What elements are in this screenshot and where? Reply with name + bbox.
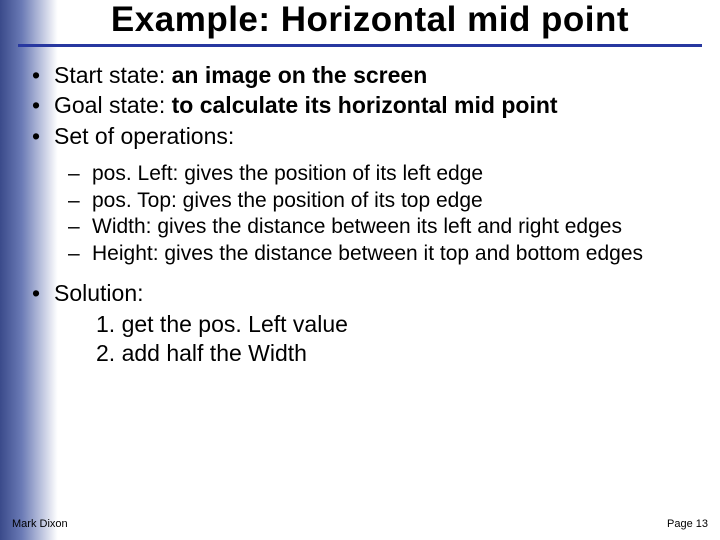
solution-step-2: 2. add half the Width [96, 339, 702, 368]
title-container: Example: Horizontal mid point [18, 0, 702, 47]
operation-height: Height: gives the distance between it to… [68, 241, 702, 267]
bullet-list: Start state: an image on the screen Goal… [28, 61, 702, 151]
slide-content: Start state: an image on the screen Goal… [0, 61, 720, 368]
operation-width: Width: gives the distance between its le… [68, 214, 702, 240]
footer-page: Page 13 [667, 518, 708, 530]
footer-author: Mark Dixon [12, 518, 68, 530]
operation-posleft: pos. Left: gives the position of its lef… [68, 161, 702, 187]
bullet-prefix: Goal state: [54, 92, 172, 118]
solution-step-1: 1. get the pos. Left value [96, 310, 702, 339]
bullet-operations: Set of operations: [28, 122, 702, 151]
bullet-prefix: Start state: [54, 62, 172, 88]
operation-postop: pos. Top: gives the position of its top … [68, 188, 702, 214]
operations-list: pos. Left: gives the position of its lef… [28, 161, 702, 267]
bullet-start-state: Start state: an image on the screen [28, 61, 702, 90]
bullet-bold: to calculate its horizontal mid point [172, 92, 558, 118]
bullet-list: Solution: [28, 279, 702, 308]
slide: Example: Horizontal mid point Start stat… [0, 0, 720, 540]
slide-title: Example: Horizontal mid point [68, 0, 672, 40]
bullet-goal-state: Goal state: to calculate its horizontal … [28, 91, 702, 120]
solution-steps: 1. get the pos. Left value 2. add half t… [28, 310, 702, 369]
bullet-bold: an image on the screen [172, 62, 428, 88]
bullet-solution: Solution: [28, 279, 702, 308]
